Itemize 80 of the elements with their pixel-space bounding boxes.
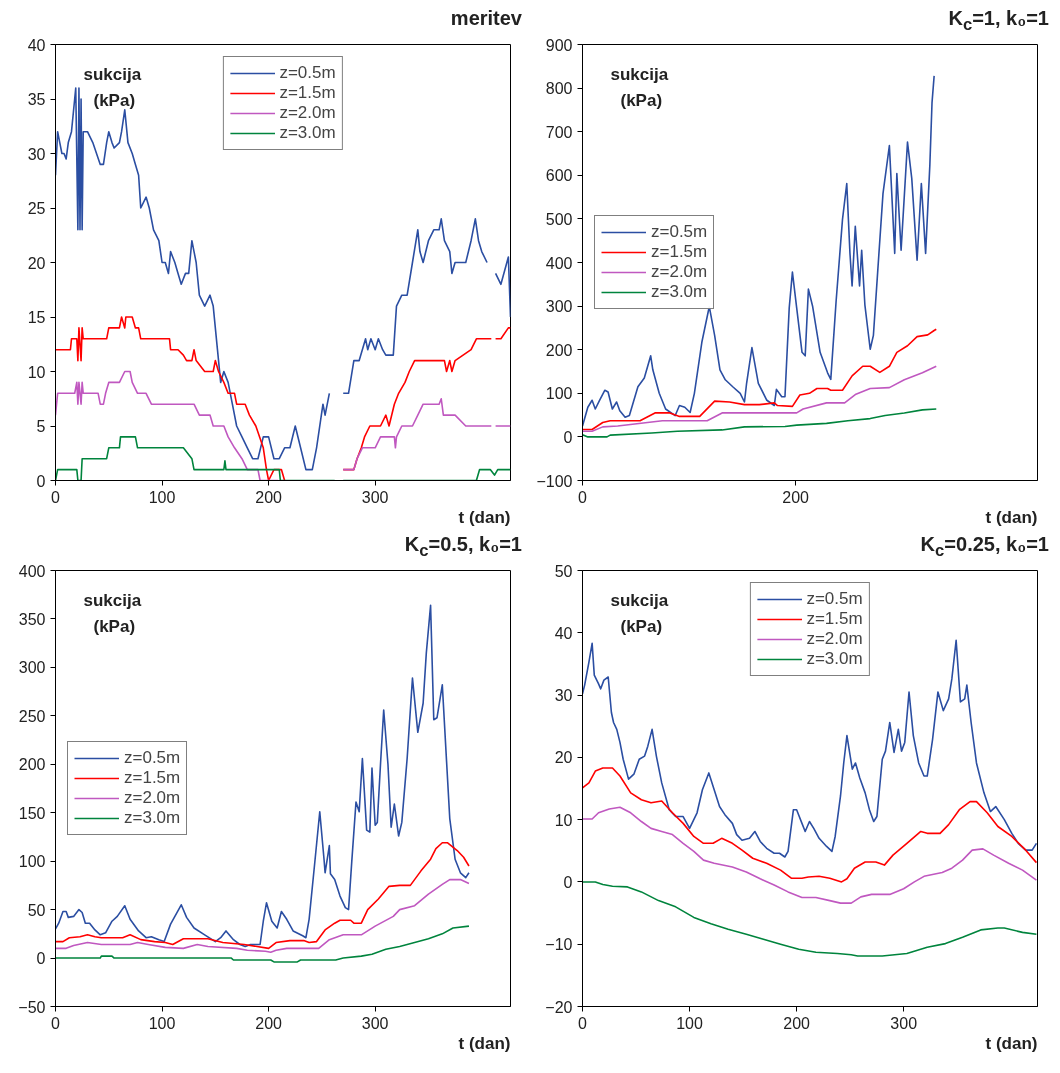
legend-label: z=1.5m (806, 609, 863, 629)
legend-label: z=0.5m (806, 589, 863, 609)
legend-label: z=2.0m (651, 262, 708, 282)
y-tick-label: 20 (554, 749, 573, 767)
x-tick-label: 200 (783, 1014, 811, 1032)
legend-label: z=0.5m (651, 222, 708, 242)
y-tick-label: 10 (554, 811, 573, 829)
y-axis-title: sukcija (kPa) (610, 591, 669, 636)
y-tick-label: 50 (27, 901, 46, 919)
legend-label: z=1.5m (279, 83, 336, 103)
x-tick-label: 0 (51, 1014, 61, 1032)
y-tick-label: 200 (18, 756, 46, 774)
x-tick-label: 100 (676, 1014, 704, 1032)
chart-title: meritev (450, 6, 522, 31)
y-tick-label: 30 (27, 145, 46, 163)
y-tick-label: 250 (18, 707, 46, 725)
y-axis-title: sukcija (kPa) (83, 65, 142, 110)
x-tick-label: 0 (578, 488, 588, 506)
y-tick-label: 50 (554, 562, 573, 580)
x-tick-label: 300 (361, 1014, 389, 1032)
x-axis-title: t (dan) (985, 1033, 1038, 1053)
y-tick-label: 350 (18, 610, 46, 628)
y-tick-label: −50 (18, 998, 46, 1016)
y-tick-label: 300 (18, 659, 46, 677)
y-axis-title: sukcija (kPa) (610, 65, 669, 110)
y-tick-label: 0 (563, 873, 573, 891)
y-tick-label: 25 (27, 200, 46, 217)
chart-title: K$_{c}$=0.5, k₀=1 (404, 532, 522, 562)
x-tick-label: 200 (782, 488, 810, 506)
y-tick-label: 300 (545, 298, 573, 316)
y-tick-label: 200 (545, 341, 573, 359)
y-tick-label: 500 (545, 210, 573, 228)
y-tick-label: 100 (545, 385, 573, 403)
legend-label: z=2.0m (279, 103, 336, 123)
legend-label: z=1.5m (124, 768, 181, 788)
y-tick-label: 15 (27, 309, 46, 326)
y-tick-label: 5 (36, 418, 46, 435)
y-tick-label: 35 (27, 91, 46, 108)
y-tick-label: 0 (563, 428, 573, 446)
x-axis-title: t (dan) (458, 507, 511, 527)
y-tick-label: 40 (554, 624, 573, 642)
y-tick-label: 900 (545, 36, 573, 54)
x-tick-label: 100 (148, 1014, 176, 1032)
legend-label: z=0.5m (124, 748, 181, 768)
y-tick-label: 20 (27, 254, 46, 272)
x-tick-label: 200 (255, 488, 283, 506)
x-tick-label: 300 (361, 488, 389, 506)
legend-label: z=3.0m (124, 808, 181, 828)
y-tick-label: −100 (536, 472, 573, 490)
y-tick-label: 600 (545, 167, 573, 185)
x-tick-label: 100 (148, 488, 176, 506)
x-tick-label: 300 (890, 1014, 918, 1032)
legend-label: z=3.0m (806, 649, 863, 669)
y-tick-label: 30 (554, 687, 573, 705)
legend-label: z=0.5m (279, 63, 336, 83)
y-tick-label: 400 (545, 254, 573, 272)
x-axis-title: t (dan) (458, 1033, 511, 1053)
legend-label: z=3.0m (651, 282, 708, 302)
x-tick-label: 200 (255, 1014, 283, 1032)
y-tick-label: 150 (18, 804, 46, 822)
y-tick-label: 400 (18, 562, 46, 580)
chart-title: K$_{c}$=0.25, k₀=1 (920, 532, 1049, 562)
x-axis-title: t (dan) (985, 507, 1038, 527)
y-tick-label: 0 (36, 472, 46, 490)
legend-label: z=2.0m (124, 788, 181, 808)
legend-label: z=1.5m (651, 242, 708, 262)
y-tick-label: 10 (27, 363, 46, 381)
y-tick-label: −20 (545, 998, 573, 1016)
chart-title: K$_{c}$=1, k₀=1 (948, 6, 1049, 36)
y-tick-label: 800 (545, 80, 573, 98)
legend-label: z=2.0m (806, 629, 863, 649)
y-tick-label: −10 (545, 936, 573, 954)
y-tick-label: 40 (27, 36, 46, 54)
y-tick-label: 100 (18, 853, 46, 871)
y-tick-label: 0 (36, 950, 46, 968)
y-tick-label: 700 (545, 123, 573, 141)
legend-label: z=3.0m (279, 123, 336, 143)
x-tick-label: 0 (578, 1014, 588, 1032)
x-tick-label: 0 (51, 488, 61, 506)
y-axis-title: sukcija (kPa) (83, 591, 142, 636)
